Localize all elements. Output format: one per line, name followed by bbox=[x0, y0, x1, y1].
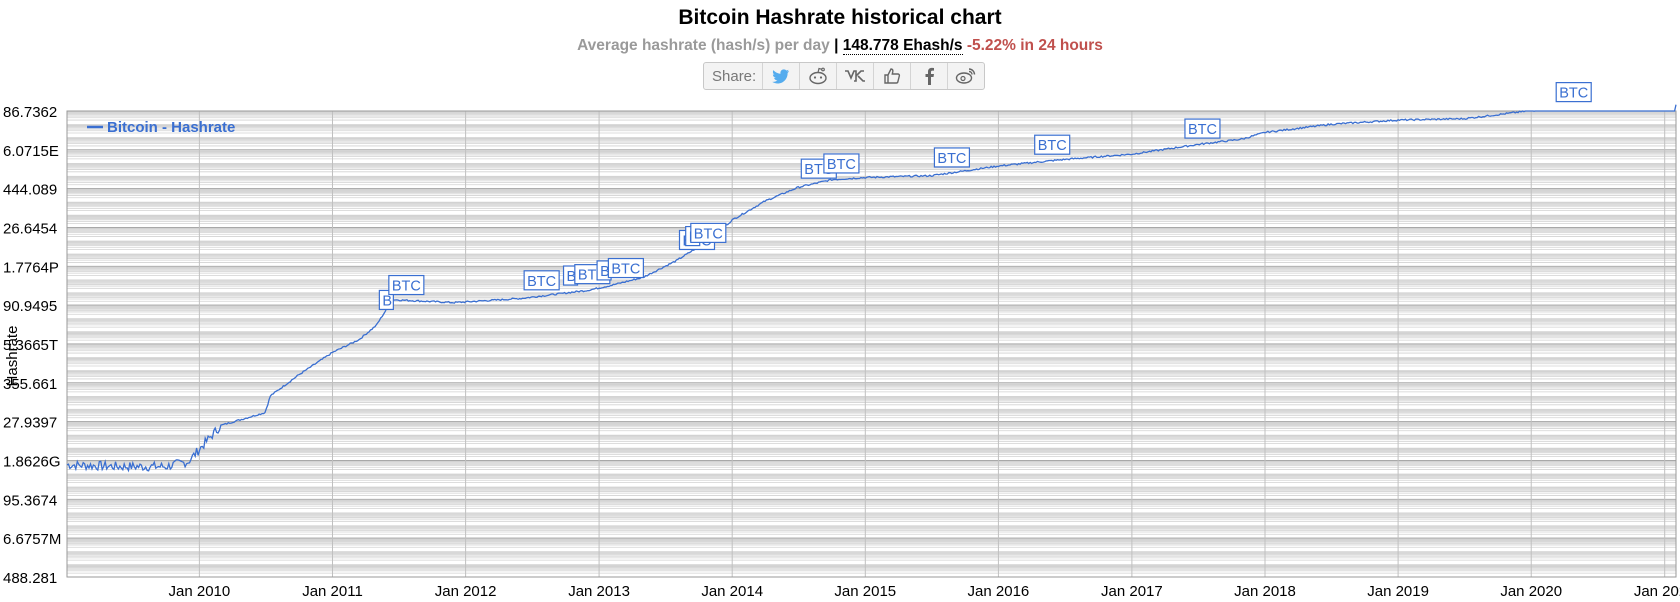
series-line bbox=[66, 104, 1677, 473]
y-axis-title: Hashrate bbox=[4, 326, 21, 387]
weibo-icon[interactable] bbox=[947, 63, 984, 89]
btc-marker-box bbox=[823, 153, 860, 174]
hashrate-change: -5.22% in 24 hours bbox=[966, 37, 1103, 54]
btc-marker-box bbox=[607, 257, 644, 279]
btc-marker-label: B bbox=[382, 293, 392, 309]
btc-marker-label: BTC bbox=[1188, 122, 1217, 138]
y-tick-label: 26.6454 bbox=[3, 221, 57, 238]
y-tick-label: 27.9397 bbox=[3, 415, 57, 432]
y-tick-label: 355.661 bbox=[3, 376, 57, 393]
btc-marker-label: BTC bbox=[1038, 138, 1067, 154]
y-tick-label: 6.0715E bbox=[3, 143, 59, 160]
chart-subtitle: Average hashrate (hash/s) per day | 148.… bbox=[0, 37, 1680, 55]
btc-marker[interactable]: BTC bbox=[388, 274, 425, 296]
btc-marker[interactable]: BTC bbox=[1184, 118, 1221, 139]
btc-marker[interactable]: BTC bbox=[1555, 82, 1592, 103]
x-tick-label: Jan 2010 bbox=[169, 583, 231, 600]
btc-marker-box bbox=[388, 274, 425, 296]
legend: Bitcoin - Hashrate bbox=[87, 119, 235, 136]
reddit-icon[interactable] bbox=[799, 63, 836, 89]
btc-marker-label: BTC bbox=[527, 274, 556, 290]
x-tick-label: Jan 2012 bbox=[435, 583, 497, 600]
y-tick-label: 1.8626G bbox=[3, 454, 61, 471]
x-tick-label: Jan 2011 bbox=[302, 583, 363, 600]
btc-marker-box bbox=[1034, 134, 1071, 155]
btc-marker[interactable]: BTC bbox=[823, 153, 860, 174]
x-tick-label: Jan 2021 bbox=[1634, 583, 1680, 600]
twitter-icon[interactable] bbox=[762, 63, 799, 89]
btc-marker-label: BTC bbox=[611, 262, 640, 278]
hashrate-line bbox=[66, 104, 1677, 473]
x-tick-label: Jan 2019 bbox=[1367, 583, 1429, 600]
x-tick-label: Jan 2018 bbox=[1234, 583, 1296, 600]
btc-marker-box bbox=[1184, 118, 1221, 139]
y-axis: 86.7362 6.0715E 444.089 26.6454 1.7764P 90.94… bbox=[3, 104, 61, 587]
btc-marker[interactable]: B bbox=[378, 289, 394, 311]
like-icon[interactable] bbox=[873, 63, 910, 89]
x-tick-label: Jan 2020 bbox=[1500, 583, 1562, 600]
annotation-markers: BBTCBTCBBTCBBTCBTCBBTCBTCBTCBTCBTCBTCBTC bbox=[378, 82, 1592, 311]
btc-marker-label: BTC bbox=[827, 157, 856, 173]
facebook-icon[interactable] bbox=[910, 63, 947, 89]
chart-grid bbox=[66, 110, 1677, 578]
btc-marker[interactable]: BTC bbox=[607, 257, 644, 279]
x-tick-label: Jan 2014 bbox=[701, 583, 763, 600]
btc-marker-label: BTC bbox=[937, 151, 966, 167]
x-tick-label: Jan 2017 bbox=[1101, 583, 1163, 600]
x-tick-label: Jan 2016 bbox=[968, 583, 1030, 600]
btc-marker-box bbox=[690, 222, 727, 243]
btc-marker-box bbox=[378, 289, 394, 311]
btc-marker-label: BTC bbox=[392, 279, 421, 295]
btc-marker[interactable]: BTC bbox=[690, 222, 727, 243]
btc-marker-box bbox=[933, 147, 971, 168]
btc-marker-box bbox=[1555, 82, 1592, 103]
y-tick-label: 86.7362 bbox=[3, 104, 57, 121]
share-bar: Share: bbox=[703, 62, 986, 90]
y-tick-label: 5.3665T bbox=[3, 337, 58, 354]
subtitle-prefix: Average hashrate (hash/s) per day bbox=[577, 37, 830, 54]
share-label: Share: bbox=[712, 67, 757, 85]
legend-label: Bitcoin - Hashrate bbox=[107, 119, 235, 136]
y-tick-label: 95.3674 bbox=[3, 492, 57, 509]
y-tick-label: 488.281 bbox=[3, 570, 57, 587]
btc-marker-label: BTC bbox=[694, 226, 723, 242]
btc-marker-label: BTC bbox=[1559, 86, 1588, 102]
btc-marker[interactable]: BTC bbox=[933, 147, 971, 168]
btc-marker-box bbox=[523, 270, 560, 291]
vk-icon[interactable] bbox=[836, 63, 873, 89]
chart-title: Bitcoin Hashrate historical chart bbox=[678, 6, 1002, 29]
btc-marker[interactable]: BTC bbox=[523, 270, 560, 291]
plot-frame bbox=[66, 110, 1677, 578]
x-tick-label: Jan 2015 bbox=[834, 583, 896, 600]
subtitle-separator: | bbox=[834, 37, 839, 54]
y-tick-label: 90.9495 bbox=[3, 298, 57, 315]
btc-marker-label: B bbox=[600, 264, 610, 280]
current-hashrate-value[interactable]: 148.778 Ehash/s bbox=[842, 37, 963, 55]
y-tick-label: 6.6757M bbox=[3, 531, 61, 548]
x-axis: Jan 2010 Jan 2011 Jan 2012 Jan 2013 Jan 2014… bbox=[169, 583, 1680, 600]
btc-marker[interactable]: BTC bbox=[1034, 134, 1071, 155]
x-tick-label: Jan 2013 bbox=[568, 583, 630, 600]
y-tick-label: 1.7764P bbox=[3, 259, 59, 276]
y-tick-label: 444.089 bbox=[3, 182, 57, 199]
btc-marker-label: B bbox=[567, 269, 577, 285]
